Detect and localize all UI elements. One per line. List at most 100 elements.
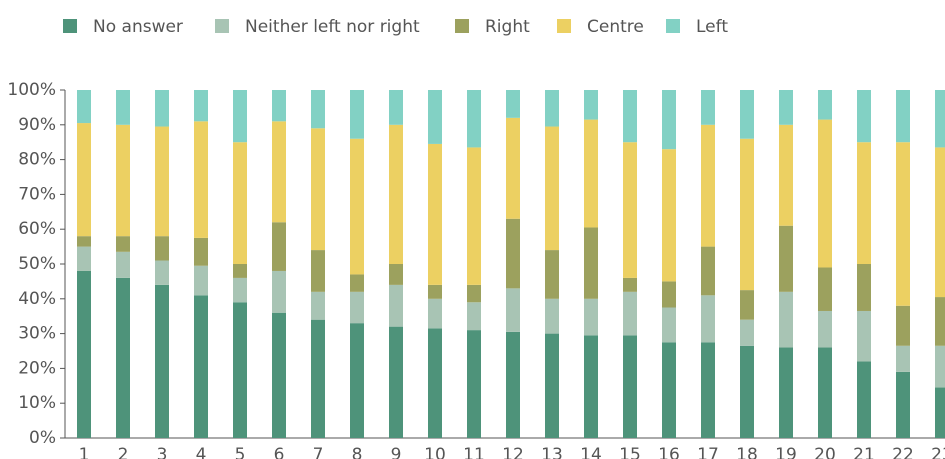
bar-segment — [545, 333, 559, 438]
bar-segment — [857, 264, 871, 311]
bar-segment — [350, 323, 364, 438]
x-tick-label: 3 — [157, 445, 168, 459]
bar-segment — [857, 310, 871, 362]
bar-segment — [350, 90, 364, 139]
x-tick-label: 5 — [235, 445, 246, 459]
bar-segment — [194, 295, 208, 438]
y-tick-label: 40% — [18, 289, 56, 309]
bar-segment — [233, 277, 247, 303]
bar-segment — [896, 371, 910, 438]
bar-segment — [584, 90, 598, 120]
x-tick-label: 11 — [463, 445, 485, 459]
legend-label: Left — [696, 17, 728, 37]
x-tick-label: 14 — [580, 445, 602, 459]
x-tick-label: 15 — [619, 445, 641, 459]
bar-segment — [935, 90, 945, 148]
bar-segment — [428, 143, 442, 285]
bar-segment — [467, 90, 481, 148]
bar-segment — [194, 265, 208, 296]
y-tick-label: 30% — [18, 324, 56, 344]
legend-label: Right — [485, 17, 530, 37]
y-tick-label: 90% — [18, 115, 56, 135]
y-tick-label: 100% — [7, 80, 56, 100]
bar-segment — [779, 124, 793, 226]
bar-segment — [818, 347, 832, 438]
x-tick-label: 23 — [931, 445, 945, 459]
bar-segment — [350, 291, 364, 324]
bar-segment — [662, 149, 676, 282]
bar-segment — [350, 138, 364, 275]
bar-segment — [701, 90, 715, 125]
bar-segment — [389, 90, 403, 125]
y-tick-label: 70% — [18, 184, 56, 204]
bar-segment — [77, 246, 91, 271]
y-tick-label: 20% — [18, 358, 56, 378]
bar-segment — [740, 290, 754, 320]
x-tick-label: 21 — [853, 445, 875, 459]
x-tick-label: 22 — [892, 445, 914, 459]
bar-segment — [233, 142, 247, 264]
bar-segment — [428, 284, 442, 299]
bar-segment — [623, 291, 637, 336]
bar-segment — [701, 342, 715, 438]
bar-segment — [740, 345, 754, 438]
x-tick-label: 7 — [313, 445, 324, 459]
bar-segment — [584, 335, 598, 438]
bar-segment — [428, 328, 442, 438]
bar-segment — [545, 250, 559, 299]
bar-segment — [116, 277, 130, 438]
bar-segment — [233, 90, 247, 143]
bar-segment — [857, 90, 871, 143]
bar-segment — [428, 90, 442, 144]
bar-segment — [467, 330, 481, 438]
bar-segment — [272, 121, 286, 223]
legend-label: No answer — [93, 17, 183, 37]
y-tick-label: 50% — [18, 254, 56, 274]
x-tick-label: 6 — [274, 445, 285, 459]
bar-segment — [896, 142, 910, 306]
bar-segment — [896, 345, 910, 372]
x-tick-label: 1 — [79, 445, 90, 459]
legend-swatch — [215, 19, 229, 33]
bar-segment — [740, 138, 754, 291]
bar-segment — [545, 298, 559, 334]
bar-segment — [389, 326, 403, 438]
bar-segment — [896, 90, 910, 143]
bar-segment — [272, 222, 286, 271]
bar-segment — [662, 281, 676, 308]
bar-segment — [662, 307, 676, 343]
bar-segment — [77, 123, 91, 237]
bar-segment — [272, 312, 286, 438]
x-tick-label: 17 — [697, 445, 719, 459]
bar-segment — [506, 288, 520, 332]
bar-segment — [935, 147, 945, 298]
legend-label: Neither left nor right — [245, 17, 420, 37]
bar-segment — [311, 128, 325, 251]
bar-segment — [584, 298, 598, 336]
bar-segment — [701, 295, 715, 343]
bar-segment — [584, 119, 598, 228]
bar-segment — [467, 147, 481, 285]
bar-segment — [506, 117, 520, 219]
bar-segment — [701, 124, 715, 247]
x-tick-label: 18 — [736, 445, 758, 459]
bar-segment — [77, 236, 91, 247]
bar-segment — [116, 251, 130, 278]
bar-segment — [233, 264, 247, 278]
x-tick-label: 10 — [424, 445, 446, 459]
bar-segment — [701, 246, 715, 296]
bar-segment — [935, 387, 945, 438]
bar-segment — [311, 250, 325, 292]
bar-segment — [428, 298, 442, 329]
bar-segment — [467, 302, 481, 331]
bar-segment — [77, 90, 91, 124]
bar-segment — [818, 90, 832, 120]
x-tick-label: 8 — [352, 445, 363, 459]
x-tick-label: 20 — [814, 445, 836, 459]
bar-segment — [857, 361, 871, 438]
y-tick-label: 60% — [18, 219, 56, 239]
bar-segment — [311, 291, 325, 320]
bar-segment — [779, 291, 793, 348]
bar-segment — [311, 319, 325, 438]
legend-swatch — [63, 19, 77, 33]
